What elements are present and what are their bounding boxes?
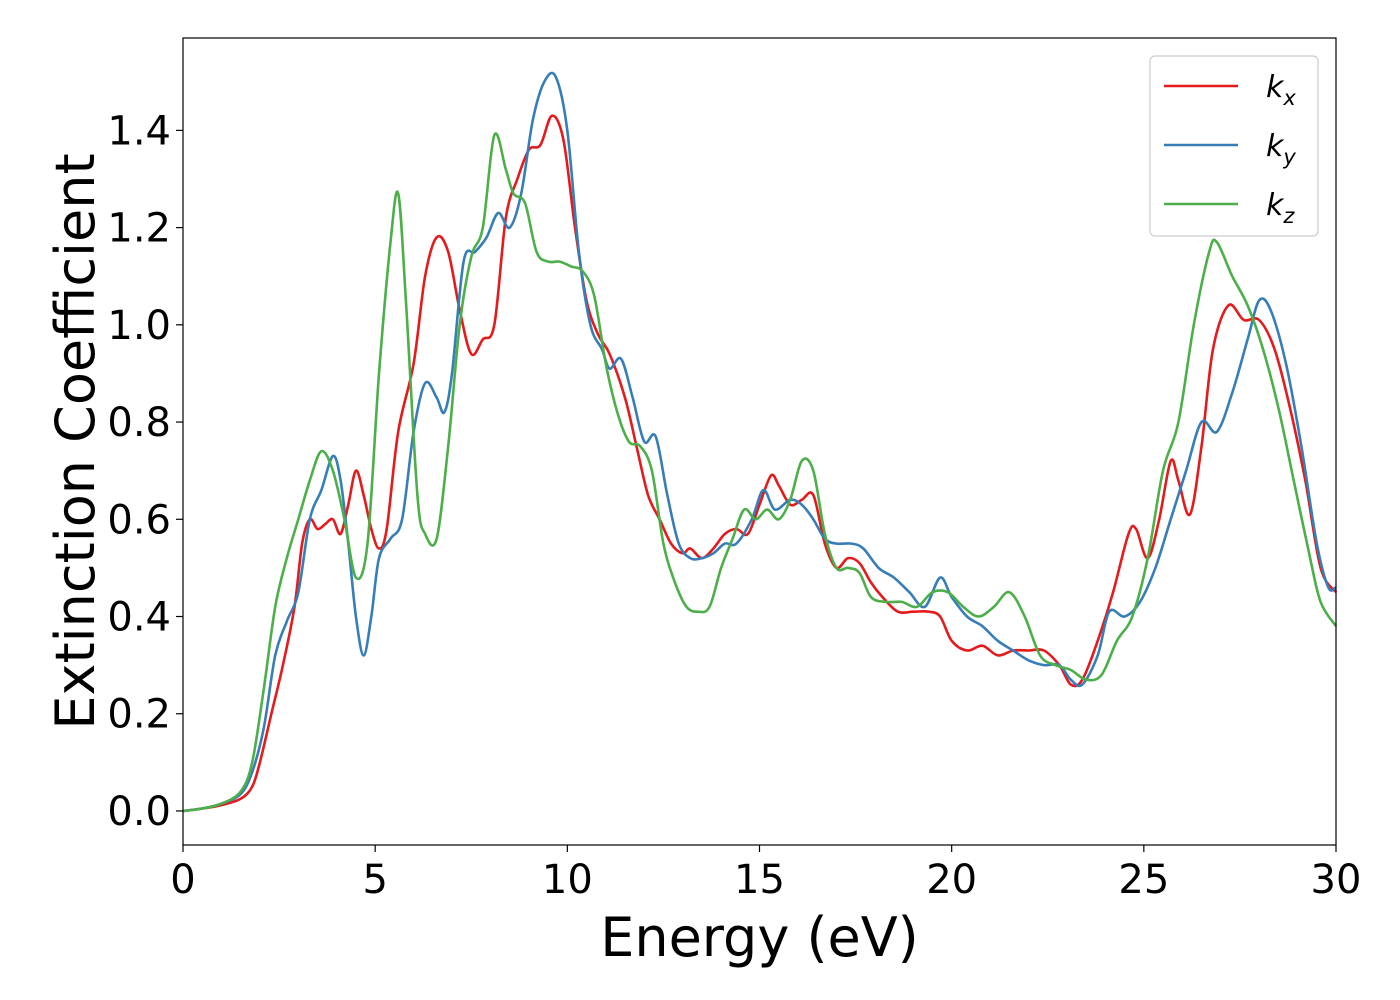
series-line-kx <box>182 114 1338 813</box>
y-axis-ticks: 0.0 0.2 0.4 0.6 0.8 1.0 1.2 1.4 <box>107 108 183 835</box>
y-tick-label: 0.6 <box>107 497 171 543</box>
y-tick-label: 1.0 <box>107 303 171 349</box>
x-tick-label: 0 <box>170 857 195 903</box>
legend-label-kx: kx <box>1266 70 1296 110</box>
x-tick-label: 10 <box>542 857 593 903</box>
y-tick-label: 0.8 <box>107 400 171 446</box>
x-tick-label: 15 <box>734 857 785 903</box>
y-axis-title: Extinction Coefficient <box>44 153 107 729</box>
legend-label-ky: ky <box>1266 129 1296 169</box>
series-line-kz <box>182 132 1338 813</box>
legend-label-kz: kz <box>1266 188 1295 228</box>
series-lines <box>182 71 1338 813</box>
legend-label-base: k <box>1266 188 1285 223</box>
legend-label-base: k <box>1266 70 1285 105</box>
legend-label-base: k <box>1266 129 1285 164</box>
y-tick-label: 0.4 <box>107 595 171 641</box>
y-tick-label: 1.2 <box>107 206 171 252</box>
y-tick-label: 1.4 <box>107 108 171 154</box>
legend-label-subscript: x <box>1282 86 1296 110</box>
legend-label-subscript: z <box>1282 204 1295 228</box>
x-tick-label: 20 <box>926 857 977 903</box>
series-line-ky <box>182 71 1337 813</box>
x-tick-label: 30 <box>1311 857 1362 903</box>
x-axis-title: Energy (eV) <box>600 906 919 969</box>
legend-label-subscript: y <box>1282 145 1296 169</box>
x-tick-label: 5 <box>362 857 387 903</box>
y-tick-label: 0.0 <box>107 789 171 835</box>
x-axis-ticks: 0 5 10 15 20 25 30 <box>170 845 1361 903</box>
y-tick-label: 0.2 <box>107 692 171 738</box>
x-tick-label: 25 <box>1118 857 1169 903</box>
